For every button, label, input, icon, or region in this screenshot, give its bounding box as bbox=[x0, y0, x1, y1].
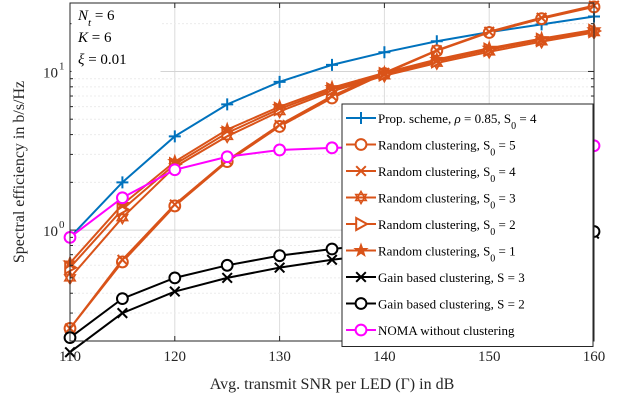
legend-label: Gain based clustering, S = 3 bbox=[378, 270, 525, 285]
legend: Prop. scheme, ρ = 0.85, S0 = 4 Random clu… bbox=[341, 103, 594, 347]
marker-plus bbox=[116, 176, 129, 189]
legend-entry: Random clustering, S0 = 3 bbox=[346, 189, 516, 212]
marker-x bbox=[326, 254, 338, 266]
marker-star bbox=[533, 30, 550, 46]
parameter-line: K = 6 bbox=[77, 30, 112, 46]
legend-entry: Random clustering, S0 = 4 bbox=[346, 164, 516, 185]
y-axis-label: Spectral efficiency in b/s/Hz bbox=[11, 81, 28, 263]
marker-circle bbox=[116, 191, 129, 205]
marker-star bbox=[481, 40, 497, 55]
marker-plus bbox=[378, 46, 391, 59]
legend-label: Random clustering, S0 = 2 bbox=[378, 217, 516, 238]
marker-hexagram bbox=[354, 193, 368, 206]
legend-label: Prop. scheme, ρ = 0.85, S0 = 4 bbox=[378, 111, 537, 132]
marker-x bbox=[355, 165, 367, 177]
legend-label: Random clustering, S0 = 1 bbox=[378, 244, 516, 265]
marker-x bbox=[536, 12, 548, 24]
legend-label: NOMA without clustering bbox=[378, 323, 515, 338]
marker-x bbox=[355, 271, 367, 283]
marker-circle bbox=[354, 297, 368, 310]
x-tick-label: 150 bbox=[478, 349, 501, 365]
marker-circle bbox=[168, 271, 182, 285]
marker-plus bbox=[221, 98, 234, 111]
x-tick-label: 140 bbox=[373, 349, 396, 365]
marker-circle bbox=[116, 292, 129, 306]
marker-star bbox=[219, 121, 235, 137]
parameter-box bbox=[71, 4, 161, 76]
y-tick-label: 10 bbox=[43, 65, 58, 81]
marker-hexagram bbox=[115, 213, 129, 226]
marker-star bbox=[324, 79, 340, 95]
x-tick-label: 130 bbox=[268, 349, 291, 365]
marker-circle bbox=[273, 143, 287, 157]
marker-circle bbox=[354, 323, 368, 337]
marker-star bbox=[353, 242, 369, 258]
x-axis: 110 120 130 140 150 160 bbox=[59, 3, 605, 365]
legend-entry: Random clustering, S0 = 1 bbox=[346, 242, 516, 265]
axes-box bbox=[69, 2, 595, 342]
marker-plus bbox=[273, 75, 286, 88]
y-tick-exponent: 1 bbox=[59, 60, 65, 72]
y-tick-label: 10 bbox=[43, 224, 58, 240]
marker-x bbox=[116, 307, 128, 319]
marker-circle bbox=[325, 141, 339, 155]
y-tick-exponent: 0 bbox=[59, 219, 65, 231]
parameter-annotations: Nt = 6K = 6 ξ = 0.01 bbox=[71, 4, 161, 76]
marker-circle bbox=[168, 163, 182, 177]
marker-circle bbox=[220, 150, 234, 164]
legend-entry: Gain based clustering, S = 3 bbox=[346, 270, 525, 285]
marker-circle bbox=[220, 258, 234, 272]
legend-entry: Prop. scheme, ρ = 0.85, S0 = 4 bbox=[346, 111, 537, 132]
x-tick-label: 160 bbox=[583, 349, 606, 365]
marker-plus bbox=[168, 130, 181, 143]
legend-entry: NOMA without clustering bbox=[346, 323, 515, 338]
legend-box bbox=[341, 103, 594, 347]
legend-label: Random clustering, S0 = 4 bbox=[378, 164, 516, 185]
marker-x bbox=[274, 262, 286, 274]
parameter-line: ξ = 0.01 bbox=[78, 52, 127, 68]
marker-circle bbox=[325, 242, 339, 256]
marker-hexagram bbox=[115, 209, 129, 222]
legend-entry: Random clustering, S0 = 2 bbox=[346, 216, 516, 238]
x-axis-label: Avg. transmit SNR per LED (Γ) in dB bbox=[210, 376, 454, 393]
marker-x bbox=[169, 286, 181, 298]
plot-frame bbox=[69, 2, 595, 342]
legend-label: Random clustering, S0 = 5 bbox=[378, 138, 516, 159]
marker-plus bbox=[355, 112, 367, 124]
marker-hexagram bbox=[354, 189, 368, 202]
legend-entry: Gain based clustering, S = 2 bbox=[346, 297, 525, 312]
marker-x bbox=[116, 254, 128, 266]
marker-x bbox=[221, 272, 233, 284]
marker-x bbox=[274, 119, 286, 131]
marker-x bbox=[483, 26, 495, 38]
marker-circle bbox=[354, 138, 368, 151]
marker-circle bbox=[273, 249, 287, 263]
marker-plus bbox=[326, 58, 338, 71]
parameter-line: Nt = 6 bbox=[77, 8, 115, 29]
marker-star bbox=[271, 98, 288, 114]
marker-x bbox=[169, 198, 181, 211]
x-tick-label: 110 bbox=[59, 349, 81, 365]
marker-star bbox=[429, 51, 445, 66]
marker-x bbox=[64, 346, 76, 358]
legend-label: Random clustering, S0 = 3 bbox=[378, 191, 516, 212]
legend-label: Gain based clustering, S = 2 bbox=[378, 297, 525, 312]
x-tick-label: 120 bbox=[164, 349, 187, 365]
marker-x bbox=[431, 44, 443, 56]
marker-star bbox=[376, 64, 393, 80]
marker-triangle-right bbox=[355, 216, 370, 232]
legend-entry: Random clustering, S0 = 5 bbox=[346, 138, 516, 159]
